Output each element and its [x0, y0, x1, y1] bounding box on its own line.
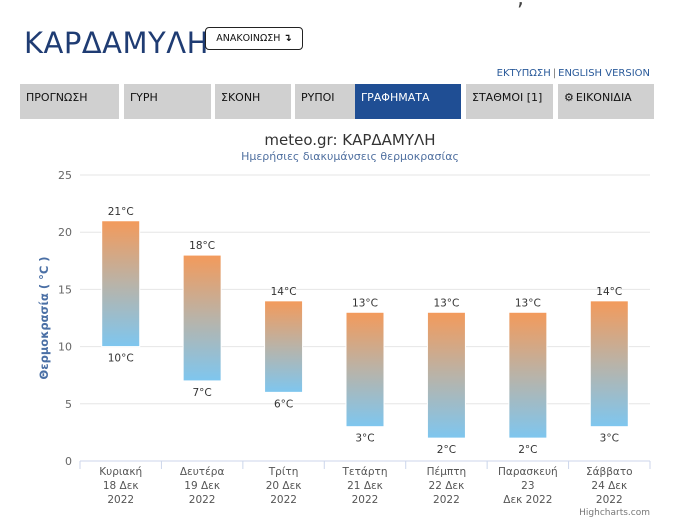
min-temp-label: 7°C [193, 387, 212, 399]
announcement-label: ΑΝΑΚΟΙΝΩΣΗ [216, 33, 281, 44]
gear-icon: ⚙ [564, 91, 574, 104]
min-temp-label: 10°C [108, 353, 134, 365]
tab-dust[interactable]: ΣΚΟΝΗ [215, 84, 291, 119]
x-category-label: 2022 [433, 494, 460, 506]
x-category-label: Πέμπτη [427, 466, 467, 478]
y-tick-label: 5 [65, 398, 72, 411]
x-category-label: 2022 [352, 494, 379, 506]
arrow-down-icon: ↴ [283, 33, 292, 44]
temperature-bar[interactable] [101, 220, 141, 348]
chart-title: meteo.gr: ΚΑΡΔΑΜΥΛΗ [264, 131, 436, 149]
y-tick-label: 10 [58, 341, 72, 354]
y-axis-title: Θερμοκρασία ( °C ) [37, 256, 51, 379]
tab-label: ΣΚΟΝΗ [221, 91, 261, 104]
temperature-bar[interactable] [589, 300, 629, 428]
tab-stations[interactable]: ΣΤΑΘΜΟΙ [1] [466, 84, 553, 119]
print-link[interactable]: ΕΚΤΥΠΩΣΗ [496, 68, 551, 79]
max-temp-label: 18°C [189, 240, 215, 252]
x-category-label: 2022 [189, 494, 216, 506]
announcement-button[interactable]: ΑΝΑΚΟΙΝΩΣΗ ↴ [205, 27, 303, 50]
temperature-bar[interactable] [508, 311, 548, 439]
tab-icons[interactable]: ⚙ ΕΙΚΟΝΙΔΙΑ [558, 84, 654, 119]
y-tick-label: 0 [65, 455, 72, 468]
highcharts-credits[interactable]: Highcharts.com [579, 508, 650, 518]
min-temp-label: 2°C [518, 444, 537, 456]
x-category-label: 22 Δεκ [429, 480, 465, 492]
link-separator: | [552, 68, 557, 79]
y-tick-label: 20 [58, 226, 72, 239]
max-temp-label: 13°C [352, 297, 378, 309]
x-category-label: Παρασκευή [498, 466, 558, 478]
max-temp-label: 13°C [433, 297, 459, 309]
tab-pollen[interactable]: ΓΥΡΗ [124, 84, 211, 119]
page-title: ΚΑΡΔΑΜΥΛΗ [24, 26, 209, 60]
x-category-label: Τετάρτη [342, 466, 388, 478]
header-decoration: — , – – – – [486, 0, 605, 11]
x-category-label: Δεκ 2022 [503, 494, 552, 506]
max-temp-label: 13°C [515, 297, 541, 309]
x-category-label: 20 Δεκ [266, 480, 302, 492]
max-temp-label: 14°C [271, 286, 297, 298]
x-category-label: Δευτέρα [180, 466, 225, 478]
x-category-label: 2022 [107, 494, 134, 506]
min-temp-label: 3°C [600, 433, 619, 445]
max-temp-label: 21°C [108, 206, 134, 218]
tab-label: ΠΡΟΓΝΩΣΗ [26, 91, 88, 104]
tab-label: ΕΙΚΟΝΙΔΙΑ [575, 91, 632, 104]
max-temp-label: 14°C [596, 286, 622, 298]
x-category-label: 2022 [596, 494, 623, 506]
tab-forecast[interactable]: ΠΡΟΓΝΩΣΗ [20, 84, 119, 119]
tab-label: ΣΤΑΘΜΟΙ [1] [472, 91, 543, 104]
x-category-label: Τρίτη [268, 466, 299, 478]
tab-label: ΓΡΑΦΗΜΑΤΑ [361, 91, 430, 104]
x-category-label: 2022 [270, 494, 297, 506]
chart-subtitle: Ημερήσιες διακυμάνσεις θερμοκρασίας [241, 150, 459, 163]
x-category-label: Σάββατο [586, 466, 633, 478]
x-category-label: 18 Δεκ [103, 480, 139, 492]
english-version-link[interactable]: ENGLISH VERSION [558, 68, 650, 79]
y-tick-label: 25 [58, 169, 72, 182]
min-temp-label: 2°C [437, 444, 456, 456]
x-category-label: 19 Δεκ [184, 480, 220, 492]
tab-label: ΡΥΠΟΙ [301, 91, 335, 104]
temperature-bar[interactable] [182, 254, 222, 382]
tab-label: ΓΥΡΗ [130, 91, 158, 104]
x-category-label: Κυριακή [99, 466, 142, 478]
tab-charts[interactable]: ΓΡΑΦΗΜΑΤΑ [355, 84, 461, 119]
min-temp-label: 3°C [355, 433, 374, 445]
min-temp-label: 6°C [274, 398, 293, 410]
x-category-label: 23 [521, 480, 534, 492]
top-links: ΕΚΤΥΠΩΣΗ | ENGLISH VERSION [497, 68, 650, 79]
temperature-bar[interactable] [345, 311, 385, 428]
temperature-bar[interactable] [264, 300, 304, 393]
x-category-label: 21 Δεκ [347, 480, 383, 492]
x-category-label: 24 Δεκ [591, 480, 627, 492]
temperature-bar[interactable] [426, 311, 466, 439]
y-tick-label: 15 [58, 283, 72, 296]
